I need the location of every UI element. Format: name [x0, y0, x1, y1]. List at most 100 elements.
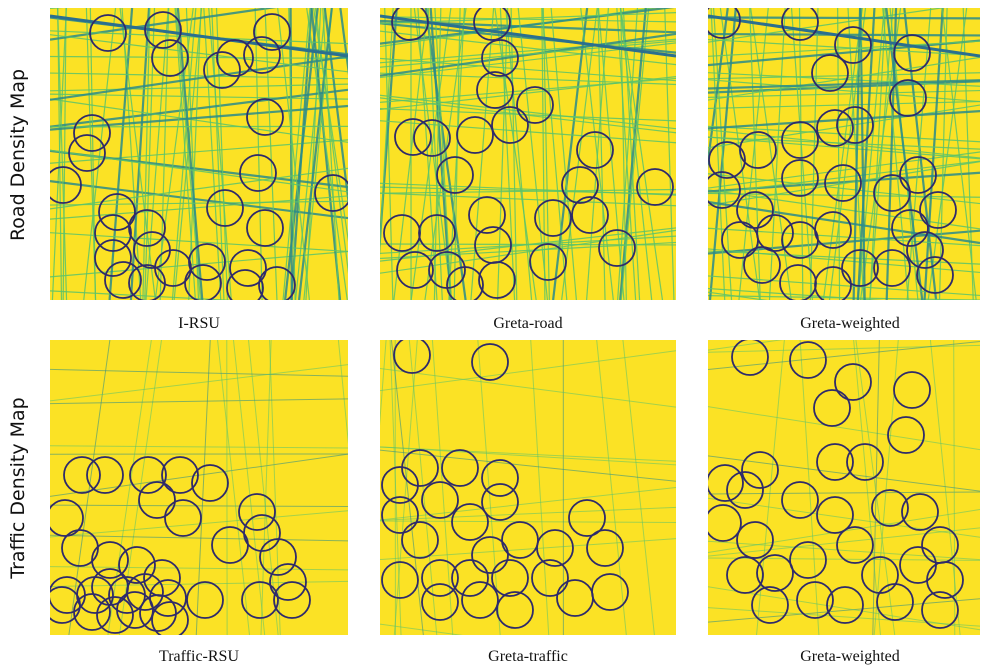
road [708, 200, 980, 245]
road [929, 340, 961, 635]
rsu-coverage [151, 601, 189, 635]
rsu-coverage [383, 214, 421, 252]
rsu-coverage [128, 209, 166, 247]
road [50, 453, 348, 497]
road [708, 40, 980, 57]
road [254, 8, 263, 300]
road [620, 8, 627, 300]
rsu-coverage [128, 264, 166, 300]
road [586, 8, 610, 300]
road [856, 8, 876, 300]
rsu-coverage [471, 343, 509, 381]
rsu-coverage [161, 456, 199, 494]
map-panel [380, 8, 676, 300]
rsu-coverage [921, 591, 959, 629]
rsu-coverage [94, 214, 132, 252]
road [50, 232, 348, 253]
rsu-coverage [394, 118, 432, 156]
rsu-coverage [889, 79, 927, 117]
rsu-coverage [393, 340, 431, 374]
rsu-coverage [816, 109, 854, 147]
road [799, 340, 820, 635]
rsu-coverage [796, 581, 834, 619]
major-road [50, 14, 348, 58]
road [50, 93, 348, 100]
rsu-coverage [184, 264, 222, 300]
rsu-coverage [229, 249, 267, 287]
road [208, 8, 232, 300]
road [50, 180, 348, 220]
rsu-coverage [476, 71, 514, 109]
rsu-coverage [876, 583, 914, 621]
road [57, 8, 63, 300]
rsu-coverage [481, 483, 519, 521]
rsu-coverage [529, 243, 567, 281]
road [708, 173, 980, 205]
rsu-coverage [901, 493, 939, 531]
panel-caption: Greta-road [493, 315, 562, 332]
road [708, 80, 980, 94]
rsu-coverage [814, 266, 852, 300]
road [380, 97, 676, 134]
rsu-coverage [418, 214, 456, 252]
rsu-coverage [781, 8, 819, 41]
road [708, 109, 980, 130]
rsu-coverage [164, 499, 202, 537]
rsu-coverage [568, 499, 606, 537]
rsu-coverage [811, 54, 849, 92]
rsu-coverage [813, 389, 851, 427]
road [470, 8, 495, 300]
road [380, 16, 676, 23]
rsu-coverage [893, 371, 931, 409]
road [530, 340, 550, 635]
road [616, 8, 637, 300]
road [50, 8, 64, 10]
rsu-coverage [129, 456, 167, 494]
road [617, 8, 639, 300]
road [869, 8, 894, 300]
rsu-coverage [836, 526, 874, 564]
rsu-coverage [314, 174, 348, 212]
road [50, 445, 348, 449]
major-road [708, 14, 980, 58]
road [288, 8, 296, 300]
rsu-coverage [104, 261, 142, 299]
road [85, 8, 97, 300]
rsu-coverage [824, 164, 862, 202]
rsu-coverage [536, 529, 574, 567]
rsu-coverage [269, 563, 307, 601]
rsu-coverage [259, 538, 297, 576]
road [710, 8, 726, 300]
rsu-coverage [491, 559, 529, 597]
road [215, 8, 228, 300]
rsu-coverage [478, 261, 516, 299]
road [56, 8, 68, 300]
rsu-coverage [598, 229, 636, 267]
row-label: Traffic Density Map [7, 397, 29, 580]
rsu-coverage [413, 119, 451, 157]
road [380, 506, 676, 521]
rsu-coverage [841, 249, 879, 287]
road [750, 8, 792, 300]
rsu-coverage [708, 464, 744, 502]
rsu-coverage [401, 521, 439, 559]
rsu-coverage [468, 196, 506, 234]
rsu-coverage [186, 581, 224, 619]
road [857, 8, 885, 300]
road [708, 16, 980, 20]
rsu-coverage [73, 114, 111, 152]
road [882, 8, 909, 300]
rsu-coverage [741, 451, 779, 489]
road [809, 8, 819, 300]
rsu-coverage [273, 581, 311, 619]
rsu-coverage [441, 449, 479, 487]
road [552, 8, 589, 300]
rsu-coverage [873, 174, 911, 212]
road [708, 341, 980, 371]
map-panel [50, 340, 348, 635]
road [872, 340, 880, 635]
road [380, 32, 676, 77]
rsu-coverage [238, 493, 276, 531]
road [380, 8, 398, 255]
road [310, 8, 342, 300]
